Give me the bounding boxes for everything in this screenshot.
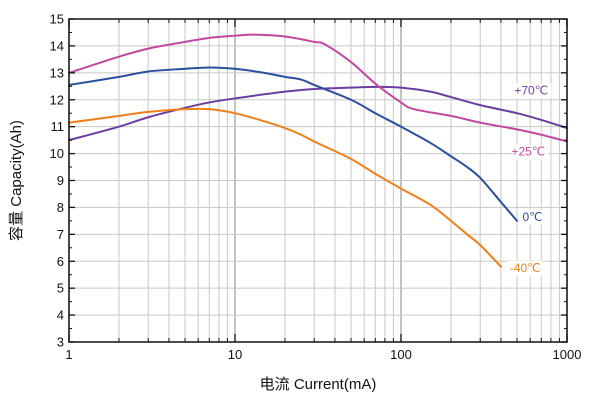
series-label-bg xyxy=(507,261,543,277)
series-label-bg xyxy=(522,209,543,225)
y-tick-label: 9 xyxy=(57,173,64,188)
series-label-layer: +70℃ +25℃ 0℃ -40℃ xyxy=(507,83,552,277)
series-label-bg xyxy=(513,144,549,160)
series-label-1: +25℃ xyxy=(511,145,545,159)
series-line-3 xyxy=(68,107,502,268)
x-tick-label: 100 xyxy=(390,347,412,362)
y-tick-label: 8 xyxy=(57,200,64,215)
y-tick-label: 12 xyxy=(50,92,64,107)
y-tick-label: 10 xyxy=(50,146,64,161)
y-tick-label: 13 xyxy=(50,65,64,80)
x-tick-label: 10 xyxy=(228,347,242,362)
y-tick-label: 3 xyxy=(57,335,64,350)
y-tick-label: 6 xyxy=(57,254,64,269)
x-tick-label: 1 xyxy=(65,347,72,362)
series-line-0 xyxy=(68,85,568,142)
y-tick-label: 7 xyxy=(57,227,64,242)
y-tick-label: 11 xyxy=(51,119,65,134)
grid-layer xyxy=(68,18,568,343)
series-label-2: 0℃ xyxy=(522,210,542,224)
series-label-0: +70℃ xyxy=(514,83,548,97)
y-tick-label: 15 xyxy=(50,12,64,27)
series-line-2 xyxy=(68,66,519,222)
x-axis-label: 电流 Current(mA) xyxy=(260,376,377,393)
series-line-1 xyxy=(68,33,568,143)
series-label-bg xyxy=(516,83,552,99)
series-label-3: -40℃ xyxy=(510,261,541,275)
y-axis-label: 容量 Capacity(Ah) xyxy=(8,120,25,241)
y-tick-label: 4 xyxy=(57,308,64,323)
tick-layer: 1 10 100 1000 3 4 5 6 7 8 9 10 11 12 13 14 15 xyxy=(50,12,582,363)
series-layer xyxy=(68,33,568,268)
x-tick-label: 1000 xyxy=(553,347,582,362)
y-tick-label: 14 xyxy=(50,38,64,53)
y-tick-label: 5 xyxy=(57,281,64,296)
